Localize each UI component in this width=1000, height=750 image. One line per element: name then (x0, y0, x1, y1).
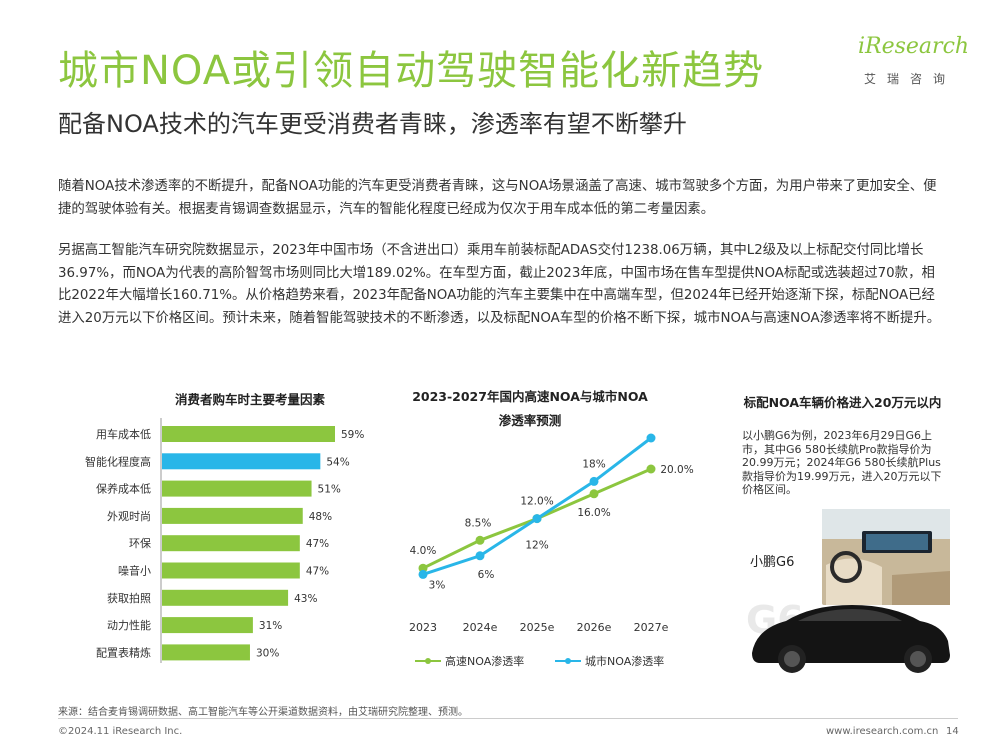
line-chart: 2023 2024e 2025e 2026e 2027e 4.0% 8.5% 12.0% 16.… (409, 425, 694, 668)
bar-category-label: 智能化程度高 (85, 454, 151, 468)
bar (162, 426, 335, 442)
data-label: 20.0% (660, 464, 693, 476)
car-note: 以小鹏G6为例，2023年6月29日G6上市，其中G6 580长续航Pro款指导… (742, 429, 942, 496)
bar-chart: 用车成本低 59% 智能化程度高 54% 保养成本低 51% 外观时尚 48% 环保 47% 噪音小… (85, 418, 364, 663)
bar-value-label: 47% (306, 566, 329, 578)
paragraph-1: 随着NOA技术渗透率的不断提升，配备NOA功能的汽车更受消费者青睐，这与NOA场… (58, 179, 937, 217)
website-link[interactable]: www.iresearch.com.cn (826, 726, 939, 737)
data-label: 6% (478, 569, 495, 581)
bar (162, 644, 250, 661)
bar (162, 589, 289, 606)
bar-category-label: 保养成本低 (96, 482, 151, 496)
bar (162, 480, 312, 497)
bar-category-label: 噪音小 (118, 564, 151, 578)
bar-category-label: 配置表精炼 (96, 645, 151, 659)
legend-label: 高速NOA渗透率 (445, 654, 524, 668)
source-note: 来源：结合麦肯锡调研数据、高工智能汽车等公开渠道数据资料，由艾瑞研究院整理、预测… (58, 707, 468, 718)
line-chart-title-2: 渗透率预测 (498, 413, 562, 428)
data-label: 3% (429, 579, 446, 591)
bar-category-label: 环保 (129, 536, 151, 550)
data-point (475, 551, 485, 561)
iresearch-logo: iResearch 艾瑞咨询 (858, 34, 970, 94)
bar-value-label: 47% (306, 538, 329, 550)
bar-category-label: 用车成本低 (96, 427, 151, 441)
data-point (646, 433, 656, 443)
page-number: 14 (946, 726, 959, 737)
car-label: 小鹏G6 (750, 555, 795, 570)
data-label: 12.0% (520, 496, 553, 508)
bar-value-label: 48% (309, 511, 332, 523)
x-tick-label: 2027e (634, 621, 669, 634)
x-tick-label: 2026e (577, 621, 612, 634)
bar-category-label: 外观时尚 (107, 509, 151, 523)
data-label: 16.0% (577, 507, 610, 519)
data-label: 18% (582, 458, 605, 470)
bar-value-label: 30% (256, 647, 279, 659)
data-label: 12% (525, 540, 548, 552)
bar (162, 617, 253, 634)
x-tick-label: 2024e (463, 621, 498, 634)
legend-marker (425, 658, 431, 664)
data-label: 4.0% (410, 545, 437, 557)
data-point (589, 476, 599, 486)
bar-category-label: 获取拍照 (107, 591, 151, 605)
bar-value-label: 31% (259, 620, 282, 632)
legend-marker (565, 658, 571, 664)
legend-label: 城市NOA渗透率 (585, 654, 664, 668)
bar-value-label: 54% (326, 456, 349, 468)
copyright: ©2024.11 iResearch Inc. (58, 726, 183, 737)
page-title: 城市NOA或引领自动驾驶智能化新趋势 (58, 48, 765, 94)
car-illustration: G6 (746, 509, 950, 673)
paragraph-2: 另据高工智能汽车研究院数据显示，2023年中国市场（不含进出口）乘用车前装标配A… (58, 243, 941, 326)
data-point (418, 563, 428, 573)
bar-value-label: 43% (294, 593, 317, 605)
data-label: 25% (639, 425, 662, 427)
bar-value-label: 51% (318, 484, 341, 496)
data-point (532, 514, 542, 524)
line-chart-title: 2023-2027年国内高速NOA与城市NOA (412, 389, 648, 404)
x-tick-label: 2023 (409, 621, 437, 634)
page-subtitle: 配备NOA技术的汽车更受消费者青睐，渗透率有望不断攀升 (58, 110, 687, 138)
x-tick-label: 2025e (520, 621, 555, 634)
bar (162, 562, 300, 579)
footer-divider (58, 718, 958, 719)
logo-word: iResearch (858, 34, 970, 59)
data-label: 8.5% (465, 517, 492, 529)
bar (162, 535, 300, 552)
data-point (646, 464, 656, 474)
data-point (589, 489, 599, 499)
bar-chart-title: 消费者购车时主要考量因素 (174, 392, 325, 407)
logo-cn: 艾瑞咨询 (864, 72, 957, 86)
bar (162, 507, 303, 524)
bar-value-label: 59% (341, 429, 364, 441)
data-point (475, 535, 485, 545)
data-point (418, 569, 428, 579)
bar (162, 453, 321, 470)
bar-category-label: 动力性能 (107, 618, 151, 632)
car-panel-title: 标配NOA车辆价格进入20万元以内 (743, 395, 942, 410)
